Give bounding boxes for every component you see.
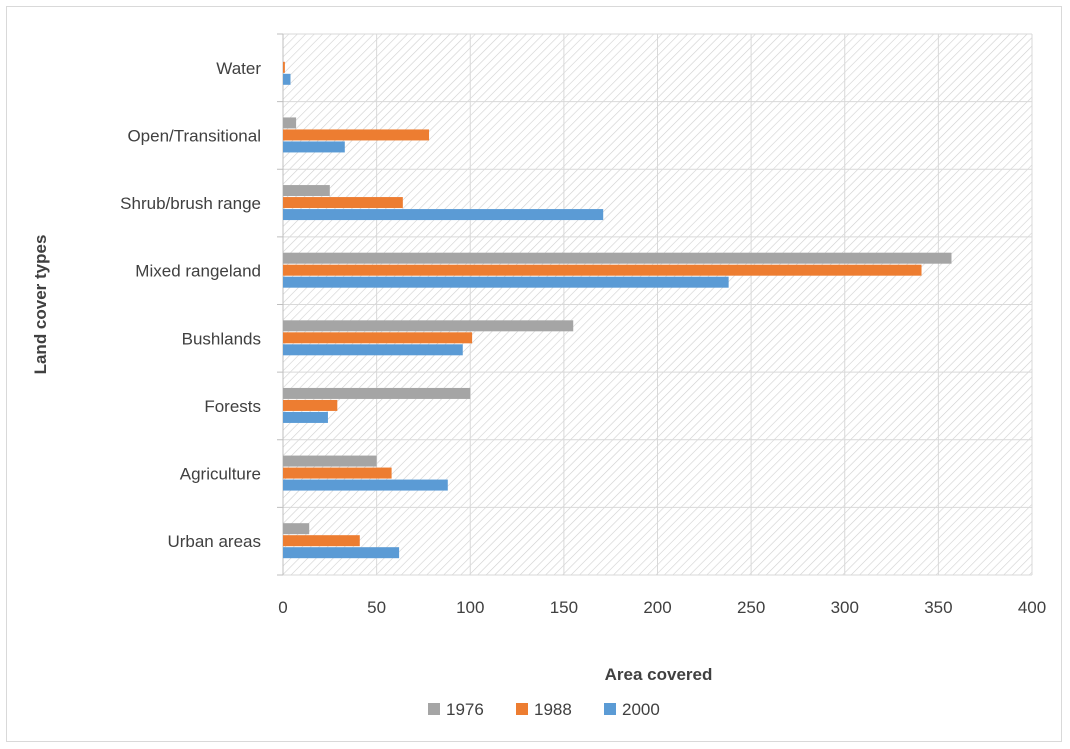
bar-1976-1 — [283, 455, 377, 467]
bar-1988-0 — [283, 535, 360, 547]
legend-label-1976: 1976 — [446, 700, 484, 719]
x-tick-labels: 0 50 100 150 200 250 300 350 400 — [278, 598, 1046, 617]
bar-1976-0 — [283, 523, 310, 535]
bar-1988-4 — [283, 264, 922, 276]
x-tick-label-0: 0 — [278, 598, 287, 617]
x-tick-label-8: 400 — [1018, 598, 1046, 617]
bar-1988-1 — [283, 467, 392, 479]
bar-2000-6 — [283, 141, 345, 153]
bar-1988-5 — [283, 197, 403, 209]
x-axis-title: Area covered — [605, 665, 713, 684]
bar-2000-0 — [283, 547, 400, 559]
category-label-6: Open/Transitional — [127, 126, 261, 145]
bar-2000-7 — [283, 73, 291, 85]
bar-2000-5 — [283, 209, 604, 221]
legend-swatch-1988 — [516, 703, 528, 715]
bar-1976-3 — [283, 320, 574, 332]
bar-1988-6 — [283, 129, 430, 141]
category-label-7: Water — [216, 59, 261, 78]
legend-swatch-2000 — [604, 703, 616, 715]
x-tick-label-2: 100 — [456, 598, 484, 617]
x-tick-label-4: 200 — [643, 598, 671, 617]
legend-label-2000: 2000 — [622, 700, 660, 719]
bar-1976-6 — [283, 117, 297, 129]
category-label-1: Agriculture — [180, 465, 261, 484]
legend: 1976 1988 2000 — [428, 700, 660, 719]
bar-2000-4 — [283, 276, 729, 288]
bar-1976-4 — [283, 252, 952, 264]
bar-1976-5 — [283, 185, 330, 197]
x-tick-label-1: 50 — [367, 598, 386, 617]
legend-label-1988: 1988 — [534, 700, 572, 719]
legend-swatch-1976 — [428, 703, 440, 715]
bar-2000-2 — [283, 411, 328, 423]
bar-1976-2 — [283, 387, 471, 399]
x-tick-label-5: 250 — [737, 598, 765, 617]
bar-1988-2 — [283, 399, 338, 411]
bars — [283, 61, 952, 559]
x-tick-label-6: 300 — [831, 598, 859, 617]
bar-1988-7 — [283, 61, 285, 73]
category-label-4: Mixed rangeland — [135, 262, 261, 281]
category-label-2: Forests — [204, 397, 261, 416]
bar-2000-3 — [283, 344, 463, 356]
x-tick-label-3: 150 — [550, 598, 578, 617]
category-label-5: Shrub/brush range — [120, 194, 261, 213]
x-tick-label-7: 350 — [924, 598, 952, 617]
category-label-3: Bushlands — [182, 329, 261, 348]
y-axis-title: Land cover types — [31, 235, 50, 375]
category-labels: Urban areas Agriculture Forests Bushlands Mi… — [120, 59, 261, 551]
category-label-0: Urban areas — [167, 532, 261, 551]
bar-1988-3 — [283, 332, 473, 344]
bar-2000-1 — [283, 479, 448, 491]
